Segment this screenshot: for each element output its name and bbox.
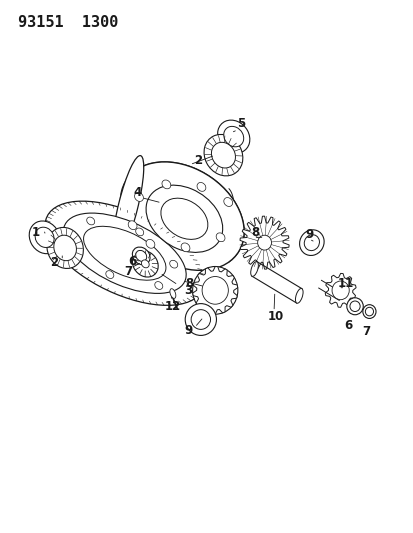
Ellipse shape <box>204 134 242 176</box>
Text: 11: 11 <box>337 277 353 290</box>
Ellipse shape <box>223 126 243 147</box>
Text: 93151  1300: 93151 1300 <box>18 14 118 30</box>
Polygon shape <box>192 266 237 314</box>
Ellipse shape <box>35 227 54 247</box>
Ellipse shape <box>192 266 237 314</box>
Text: 9: 9 <box>305 228 313 241</box>
Ellipse shape <box>71 238 80 246</box>
Ellipse shape <box>154 281 162 289</box>
Ellipse shape <box>295 288 302 303</box>
Ellipse shape <box>346 298 362 315</box>
Text: 10: 10 <box>267 310 283 324</box>
Ellipse shape <box>120 162 244 270</box>
Ellipse shape <box>146 185 222 253</box>
Ellipse shape <box>217 120 249 153</box>
Ellipse shape <box>141 260 149 268</box>
Ellipse shape <box>185 304 216 335</box>
Ellipse shape <box>54 235 76 261</box>
Ellipse shape <box>132 247 150 265</box>
Ellipse shape <box>169 289 176 298</box>
Ellipse shape <box>112 156 143 256</box>
Text: 8: 8 <box>251 225 259 239</box>
Ellipse shape <box>86 217 95 225</box>
Ellipse shape <box>83 227 166 280</box>
Ellipse shape <box>216 233 224 241</box>
Polygon shape <box>240 216 288 269</box>
Ellipse shape <box>349 301 359 311</box>
Text: 6: 6 <box>128 255 136 268</box>
Text: 1: 1 <box>31 225 40 239</box>
Text: 3: 3 <box>184 284 192 297</box>
Ellipse shape <box>250 262 258 277</box>
Ellipse shape <box>106 271 114 278</box>
Ellipse shape <box>63 213 186 293</box>
Ellipse shape <box>202 277 228 304</box>
Polygon shape <box>325 273 355 308</box>
Text: 4: 4 <box>133 186 141 199</box>
Ellipse shape <box>45 201 204 305</box>
Text: 7: 7 <box>123 265 132 278</box>
Ellipse shape <box>299 230 323 255</box>
Ellipse shape <box>169 260 177 268</box>
Ellipse shape <box>132 251 158 277</box>
Ellipse shape <box>202 277 228 304</box>
Ellipse shape <box>146 239 154 248</box>
Text: 5: 5 <box>236 117 244 130</box>
Ellipse shape <box>257 235 271 250</box>
Ellipse shape <box>362 305 375 318</box>
Text: 2: 2 <box>50 256 58 269</box>
Ellipse shape <box>161 180 171 189</box>
Ellipse shape <box>135 228 143 236</box>
Ellipse shape <box>304 235 319 251</box>
Ellipse shape <box>364 308 373 316</box>
Ellipse shape <box>47 228 83 269</box>
Ellipse shape <box>211 142 235 168</box>
Ellipse shape <box>180 243 190 252</box>
Ellipse shape <box>331 281 349 300</box>
Text: 8: 8 <box>185 277 193 290</box>
Ellipse shape <box>29 221 60 254</box>
Ellipse shape <box>128 221 137 230</box>
Text: 2: 2 <box>193 154 202 167</box>
Ellipse shape <box>135 251 146 261</box>
Text: 7: 7 <box>362 325 370 338</box>
Ellipse shape <box>197 182 205 191</box>
Ellipse shape <box>223 198 232 206</box>
Ellipse shape <box>161 198 207 239</box>
Text: 9: 9 <box>184 324 192 337</box>
Ellipse shape <box>134 192 143 201</box>
Text: 6: 6 <box>343 319 351 333</box>
Ellipse shape <box>191 310 210 329</box>
Text: 12: 12 <box>165 300 181 313</box>
